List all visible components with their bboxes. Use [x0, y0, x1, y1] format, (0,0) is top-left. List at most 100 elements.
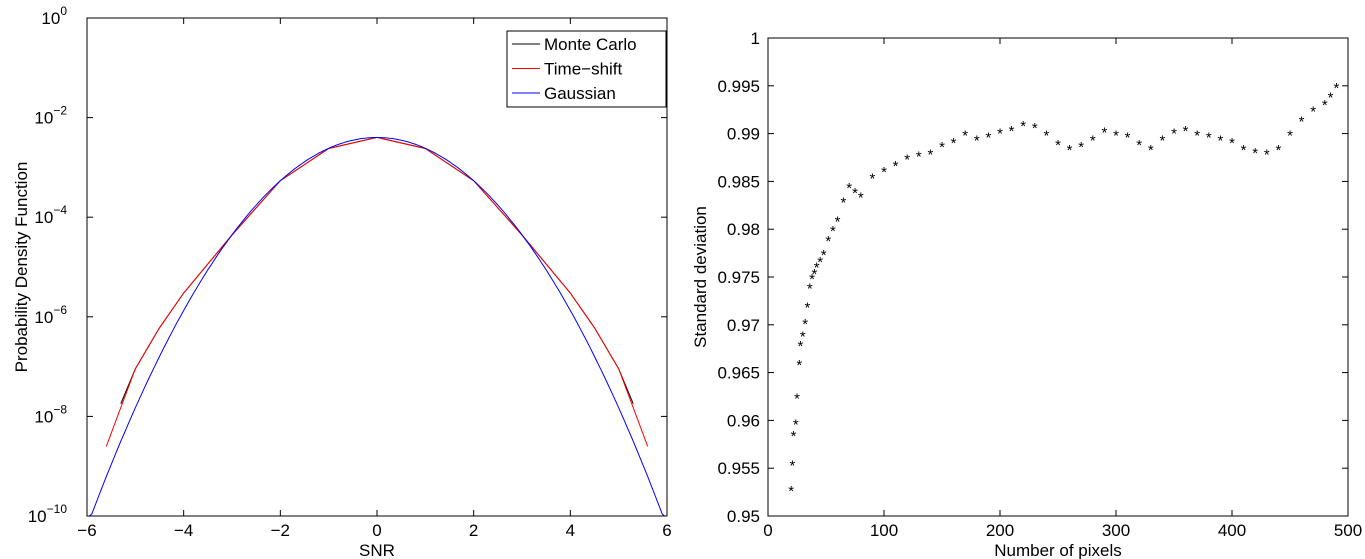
- legend-label: Monte Carlo: [544, 35, 637, 54]
- scatter-point: *: [962, 128, 968, 145]
- y-tick-label: 0.97: [727, 316, 760, 335]
- stddev-ticks-group: 0 100 200 300 400 500 0.95 0.955 0.96 0.965 0.97 0.…: [717, 29, 1362, 540]
- scatter-point: *: [1183, 123, 1189, 140]
- scatter-point: *: [916, 149, 922, 166]
- scatter-point: *: [1217, 132, 1223, 149]
- y-tick-label: 10−4: [34, 203, 67, 227]
- scatter-point: *: [1055, 137, 1061, 154]
- scatter-point: *: [904, 152, 910, 169]
- scatter-point: *: [951, 135, 957, 152]
- scatter-point: *: [835, 214, 841, 231]
- y-tick-label: 10−10: [28, 502, 68, 526]
- scatter-point: *: [809, 271, 815, 288]
- scatter-point: *: [1194, 128, 1200, 145]
- x-tick-label: −4: [174, 521, 193, 540]
- scatter-point: *: [1136, 137, 1142, 154]
- legend-label: Time−shift: [544, 60, 623, 79]
- scatter-point: *: [1328, 89, 1334, 106]
- scatter-point: *: [800, 328, 806, 345]
- scatter-point: *: [825, 233, 831, 250]
- stddev-y-axis-label: Standard deviation: [691, 206, 710, 348]
- scatter-point: *: [1252, 145, 1258, 162]
- x-tick-label: 0: [372, 521, 381, 540]
- x-tick-label: −2: [271, 521, 290, 540]
- scatter-point: *: [789, 457, 795, 474]
- scatter-point: *: [893, 158, 899, 175]
- x-tick-label: 2: [469, 521, 478, 540]
- stddev-plot-area: [767, 37, 1349, 517]
- scatter-point: *: [1159, 132, 1165, 149]
- scatter-point: *: [1171, 126, 1177, 143]
- scatter-point: *: [846, 180, 852, 197]
- scatter-point: *: [1113, 128, 1119, 145]
- stddev-x-axis-label: Number of pixels: [994, 541, 1122, 559]
- scatter-point: *: [802, 316, 808, 333]
- x-tick-label: 300: [1102, 521, 1130, 540]
- y-tick-label: 10−2: [34, 104, 67, 128]
- scatter-point: *: [1020, 118, 1026, 135]
- x-tick-label: 4: [566, 521, 575, 540]
- pdf-ticks-group: −6 −4 −2 0 2 4 6 100 10−2 10−4 10−6 10−8 10−10: [28, 4, 672, 540]
- scatter-point: *: [788, 483, 794, 500]
- x-tick-label: 200: [986, 521, 1014, 540]
- scatter-point: *: [1241, 142, 1247, 159]
- scatter-point: *: [1148, 142, 1154, 159]
- scatter-point: *: [852, 185, 858, 202]
- scatter-point: *: [1206, 130, 1212, 147]
- scatter-point: *: [840, 195, 846, 212]
- scatter-point: *: [805, 300, 811, 317]
- scatter-point: *: [807, 281, 813, 298]
- legend-label: Gaussian: [544, 84, 616, 103]
- y-tick-label: 0.99: [727, 125, 760, 144]
- pdf-y-axis-label: Probability Density Function: [12, 162, 31, 373]
- x-tick-label: 0: [763, 521, 772, 540]
- y-tick-label: 0.965: [717, 364, 760, 383]
- y-tick-label: 0.95: [727, 507, 760, 526]
- stddev-series-group: ********************* * ** * * * * * * * * * * * * * * **…: [788, 80, 1339, 500]
- scatter-point: *: [1310, 104, 1316, 121]
- scatter-point: *: [1333, 80, 1339, 97]
- y-tick-label: 0.985: [717, 172, 760, 191]
- pdf-chart: −6 −4 −2 0 2 4 6 100 10−2 10−4 10−6 10−8 10−10 SNR P…: [12, 4, 672, 559]
- y-tick-label: 10−8: [34, 402, 67, 426]
- scatter-point: *: [791, 428, 797, 445]
- scatter-point: *: [927, 147, 933, 164]
- y-tick-label: 0.955: [717, 459, 760, 478]
- scatter-point: *: [794, 391, 800, 408]
- pdf-series-group: [87, 136, 667, 517]
- scatter-point: *: [1009, 123, 1015, 140]
- y-tick-label: 0.98: [727, 220, 760, 239]
- scatter-point: *: [817, 254, 823, 271]
- scatter-point: *: [811, 266, 817, 283]
- scatter-point: *: [1264, 147, 1270, 164]
- scatter-point: *: [814, 260, 820, 277]
- scatter-point: *: [1101, 125, 1107, 142]
- scatter-point: *: [997, 126, 1003, 143]
- x-tick-label: 500: [1334, 521, 1362, 540]
- scatter-point: *: [1090, 132, 1096, 149]
- scatter-point: *: [793, 416, 799, 433]
- scatter-point: *: [881, 164, 887, 181]
- y-tick-label: 0.96: [727, 411, 760, 430]
- pdf-x-axis-label: SNR: [359, 541, 395, 559]
- scatter-point: *: [939, 139, 945, 156]
- scatter-point: *: [858, 190, 864, 207]
- y-tick-label: 10−6: [34, 303, 67, 327]
- scatter-point: *: [1067, 142, 1073, 159]
- scatter-point: *: [1078, 139, 1084, 156]
- scatter-point: *: [830, 223, 836, 240]
- scatter-point: *: [1032, 120, 1038, 137]
- scatter-point: *: [1322, 97, 1328, 114]
- scatter-point: *: [821, 247, 827, 264]
- y-tick-label: 0.975: [717, 268, 760, 287]
- scatter-point: *: [796, 357, 802, 374]
- y-tick-label: 0.995: [717, 77, 760, 96]
- series-line-gaussian: [87, 137, 667, 517]
- scatter-point: *: [974, 132, 980, 149]
- scatter-point: *: [1299, 113, 1305, 130]
- scatter-point: *: [985, 130, 991, 147]
- x-tick-label: 100: [870, 521, 898, 540]
- x-tick-label: 6: [662, 521, 671, 540]
- x-tick-label: −6: [77, 521, 96, 540]
